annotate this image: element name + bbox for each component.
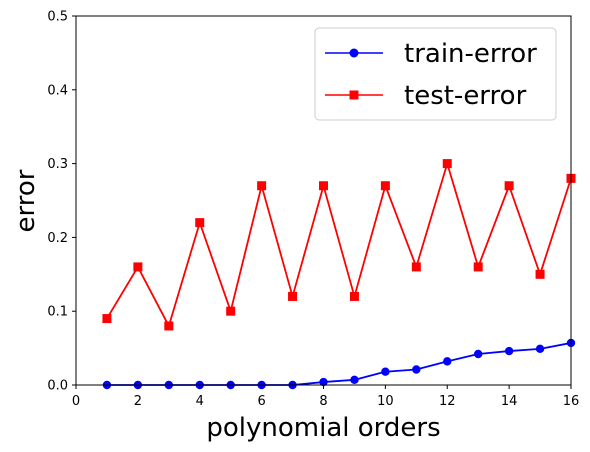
x-tick-label: 6	[257, 394, 265, 409]
data-point-train-error	[381, 367, 390, 376]
x-tick-label: 0	[72, 394, 80, 409]
x-tick-label: 12	[439, 394, 456, 409]
data-point-test-error	[504, 181, 514, 191]
x-tick-label: 16	[563, 394, 580, 409]
data-point-test-error	[164, 321, 174, 331]
data-point-test-error	[442, 159, 452, 169]
y-axis-label: error	[11, 169, 41, 232]
data-point-train-error	[443, 357, 452, 366]
x-tick-label: 10	[377, 394, 394, 409]
x-tick-label: 2	[134, 394, 142, 409]
ticks-layer: 0 2 4 6 8 10 12 14 16 0.0 0.1 0.2 0.3 0.4 0.5	[47, 10, 579, 410]
x-tick-label: 14	[501, 394, 518, 409]
data-point-test-error	[133, 262, 143, 272]
legend-label-test: test-error	[404, 81, 527, 111]
data-point-test-error	[226, 306, 236, 316]
legend-box	[314, 27, 557, 121]
y-tick-label: 0.2	[47, 231, 68, 246]
data-point-test-error	[288, 291, 298, 301]
data-point-test-error	[411, 262, 421, 272]
x-axis-label: polynomial orders	[206, 413, 440, 443]
data-point-test-error	[319, 181, 328, 191]
data-point-test-error	[257, 181, 267, 191]
data-point-train-error	[350, 375, 359, 385]
y-tick-label: 0.5	[47, 10, 68, 25]
data-point-train-error	[535, 344, 545, 354]
legend: train-error test-error	[314, 27, 557, 121]
series-line-test-error	[106, 162, 572, 327]
legend-marker-train	[349, 48, 359, 58]
x-tick-label: 4	[196, 394, 204, 409]
data-point-train-error	[319, 377, 328, 387]
legend-marker-test	[349, 90, 359, 100]
y-tick-label: 0.4	[47, 83, 68, 98]
data-point-test-error	[195, 218, 205, 228]
y-tick-label: 0.0	[47, 379, 68, 394]
data-point-train-error	[412, 365, 421, 374]
data-point-test-error	[535, 269, 545, 279]
data-point-test-error	[380, 181, 390, 191]
y-tick-label: 0.1	[47, 305, 68, 320]
data-point-train-error	[473, 349, 483, 359]
y-tick-label: 0.3	[47, 157, 68, 172]
x-tick-label: 8	[319, 394, 327, 409]
data-point-test-error	[473, 262, 483, 272]
data-point-test-error	[102, 314, 112, 324]
data-point-train-error	[504, 346, 514, 356]
legend-label-train: train-error	[404, 39, 537, 69]
data-point-test-error	[349, 291, 359, 301]
